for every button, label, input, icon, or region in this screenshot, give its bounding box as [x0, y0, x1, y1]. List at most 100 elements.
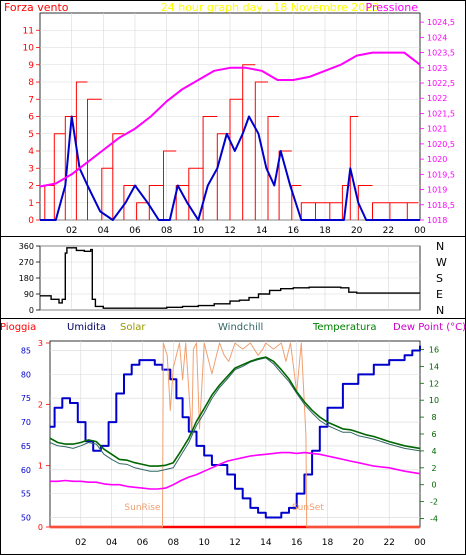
compass-label: W [436, 256, 447, 269]
wind-x-tick: 20 [351, 226, 363, 236]
wind-x-tick: 12 [224, 226, 235, 236]
wind-left-tick: 0 [28, 216, 34, 226]
wind-x-tick: 06 [129, 226, 141, 236]
pressure-tick: 1023,5 [427, 49, 455, 58]
pressure-tick: 1018 [427, 216, 447, 225]
direction-tick: 90 [24, 290, 34, 299]
legend-item: Solar [120, 322, 146, 333]
temperature-x-tick: 14 [260, 538, 272, 548]
wind-x-tick: 04 [98, 226, 110, 236]
compass-label: N [436, 240, 444, 253]
wind-left-tick: 1 [28, 199, 34, 209]
temperature-legend: Pioggia Umidita Solar Windchill Temperatura D… [0, 322, 466, 333]
pressure-tick: 1022 [427, 94, 447, 103]
humidity-tick: 55 [21, 490, 31, 499]
pressure-tick: 1019 [427, 186, 447, 195]
humidity-tick: 60 [21, 466, 31, 475]
pressure-tick: 1021 [427, 125, 447, 134]
temperature-series [49, 342, 421, 529]
series-dew-point-c [50, 451, 421, 490]
sunset-label: SunSet [292, 503, 324, 513]
temperature-x-tick: 16 [291, 538, 303, 548]
pressure-tick: 1019,5 [427, 170, 455, 179]
wind-left-tick: 3 [28, 164, 34, 174]
compass-label: S [436, 272, 443, 285]
temperature-tick: 10 [429, 396, 439, 405]
temperature-tick: -4 [430, 515, 438, 524]
direction-tick: 180 [19, 274, 34, 283]
pressure-tick: 1023 [427, 64, 447, 73]
humidity-tick: 85 [21, 347, 31, 356]
humidity-tick: 70 [21, 418, 31, 427]
temperature-tick: 2 [431, 464, 436, 473]
series-umidita [50, 345, 421, 519]
wind-left-tick: 8 [28, 78, 34, 88]
legend-item: Dew Point (°C) [393, 322, 466, 333]
compass-label: E [436, 288, 443, 301]
humidity-tick: 50 [21, 513, 31, 522]
wind-panel: Forza vento 24 hour graph day , 18 Novem… [0, 0, 466, 237]
sunrise-label: SunRise [124, 503, 161, 513]
wind-x-tick: 02 [66, 226, 77, 236]
series-vento-medio [40, 115, 420, 221]
wind-left-tick: 5 [28, 130, 34, 140]
temperature-tick: 12 [429, 379, 439, 388]
pressure-tick: 1020 [427, 155, 447, 164]
wind-x-tick: 22 [383, 226, 394, 236]
wind-left-tick: 4 [28, 147, 34, 157]
humidity-tick: 80 [21, 370, 31, 379]
temperature-tick: 4 [431, 447, 436, 456]
series-wind-direction [40, 247, 420, 309]
wind-x-tick: 18 [319, 226, 331, 236]
temperature-x-tick: 02 [75, 538, 86, 548]
temperature-tick: -2 [430, 498, 438, 507]
temperature-x-tick: 10 [198, 538, 210, 548]
pressure-tick: 1020,5 [427, 140, 455, 149]
rain-tick: 1 [38, 462, 43, 471]
chart-title: 24 hour graph day , 18 Novembre 2023 [161, 1, 380, 14]
pressure-tick: 1018,5 [427, 201, 455, 210]
pressure-tick: 1021,5 [427, 109, 455, 118]
temperature-grid [50, 341, 420, 527]
rain-tick: 2 [38, 400, 43, 409]
temperature-x-tick: 12 [229, 538, 240, 548]
wind-left-tick: 9 [28, 61, 34, 71]
legend-item: Umidita [67, 322, 106, 333]
compass-label: N [436, 304, 444, 317]
wind-ticks: 0123456789101110181018,510191019,5102010… [23, 18, 455, 236]
wind-x-tick: 10 [193, 226, 205, 236]
pressure-tick: 1024 [427, 33, 447, 42]
pressure-tick: 1022,5 [427, 79, 455, 88]
temperature-x-tick: 06 [137, 538, 149, 548]
pressure-tick: 1024,5 [427, 18, 455, 27]
temperature-panel: Pioggia Umidita Solar Windchill Temperatura D… [0, 318, 466, 555]
wind-left-tick: 7 [28, 95, 34, 105]
legend-item: Pioggia [0, 322, 36, 333]
series-solar [50, 342, 420, 528]
temperature-tick: 14 [429, 362, 439, 371]
humidity-tick: 65 [21, 442, 31, 451]
temperature-x-tick: 18 [322, 538, 334, 548]
direction-series [40, 247, 420, 309]
temperature-x-tick: 04 [106, 538, 118, 548]
humidity-tick: 75 [21, 394, 31, 403]
series-pressione [39, 51, 421, 188]
temperature-tick: 16 [429, 345, 439, 354]
temperature-tick: 0 [431, 481, 436, 490]
wind-x-tick: 16 [288, 226, 300, 236]
temperature-tick: 8 [431, 413, 436, 422]
wind-series [39, 51, 421, 221]
wind-x-tick: 14 [256, 226, 268, 236]
temperature-x-tick: 08 [168, 538, 180, 548]
legend-item: Temperatura [312, 322, 377, 333]
direction-grid [40, 245, 420, 311]
pressure-axis-label: Pressione [366, 1, 419, 14]
temperature-x-tick: 00 [414, 538, 426, 548]
wind-left-tick: 2 [28, 182, 34, 192]
series-windchill [49, 357, 421, 472]
rain-tick: 3 [38, 339, 43, 348]
